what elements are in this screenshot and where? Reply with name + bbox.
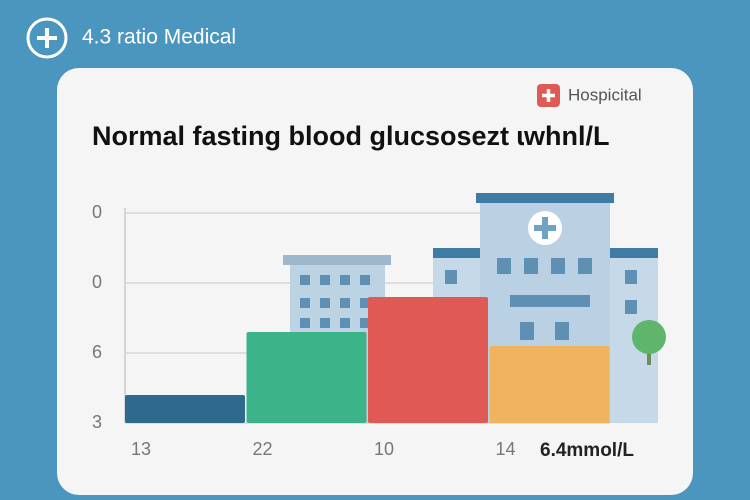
badge-text: Hospicital (568, 85, 642, 104)
medical-icon (26, 17, 68, 59)
cross (534, 217, 556, 239)
bars: 13 22 10 14 (125, 297, 610, 459)
bar (246, 332, 367, 423)
x-tick-label: 10 (374, 439, 394, 459)
header-title: 4.3 ratio Medical (82, 26, 236, 49)
y-tick-label: 6 (92, 342, 102, 362)
bar (489, 346, 610, 423)
badge-plus (542, 89, 555, 102)
plus (37, 28, 57, 48)
x-tick-label: 13 (131, 439, 151, 459)
roof (476, 193, 614, 203)
tree-trunk (647, 345, 651, 365)
roof (283, 255, 391, 265)
y-tick-label: 0 (92, 272, 102, 292)
chart-title: Normal fasting blood glucsosezt ɩwhnl/L (92, 121, 610, 151)
windows (300, 258, 637, 340)
annotation: 6.4mmol/L (540, 440, 634, 461)
x-tick-label: 14 (496, 439, 516, 459)
x-tick-label: 22 (253, 439, 273, 459)
tree (632, 320, 666, 354)
bar (125, 395, 245, 423)
y-tick-label: 0 (92, 202, 102, 222)
bar (368, 297, 488, 423)
y-tick-label: 3 (92, 412, 102, 432)
